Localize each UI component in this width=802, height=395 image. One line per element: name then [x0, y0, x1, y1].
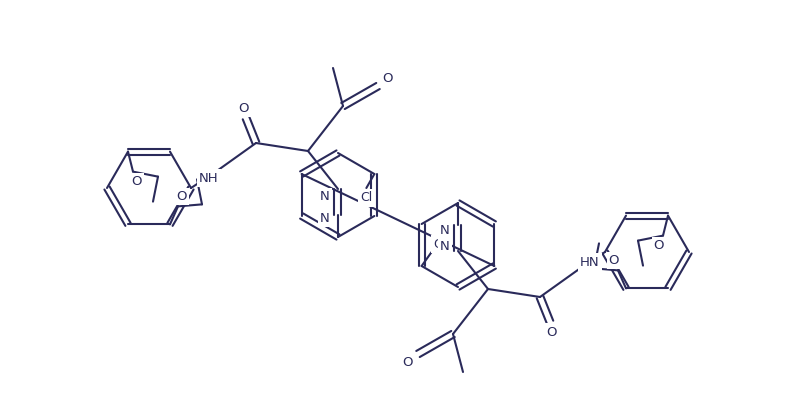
Text: N: N [439, 224, 449, 237]
Text: O: O [653, 239, 663, 252]
Text: N: N [320, 190, 330, 203]
Text: O: O [546, 325, 557, 339]
Text: O: O [383, 71, 393, 85]
Text: O: O [403, 356, 413, 369]
Text: Cl: Cl [433, 237, 445, 250]
Text: O: O [608, 254, 618, 267]
Text: O: O [176, 190, 187, 203]
Text: N: N [439, 239, 449, 252]
Text: N: N [320, 211, 330, 224]
Text: HN: HN [580, 256, 599, 269]
Text: Cl: Cl [360, 192, 372, 205]
Text: NH: NH [199, 171, 218, 184]
Text: O: O [238, 102, 249, 115]
Text: O: O [132, 175, 142, 188]
